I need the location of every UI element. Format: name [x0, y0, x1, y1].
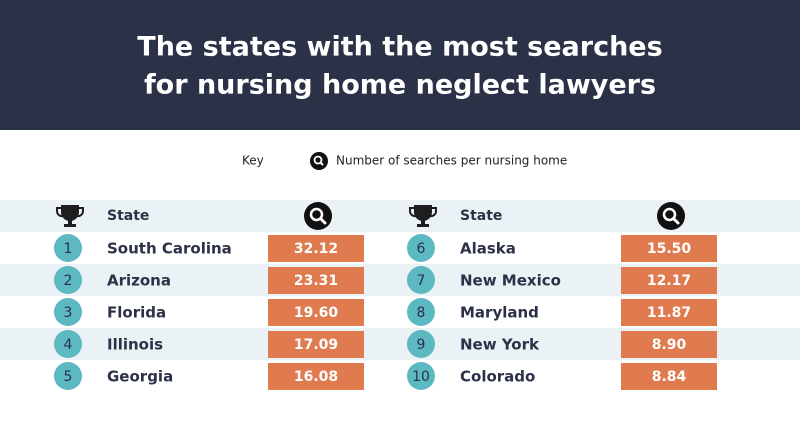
- trophy-icon: [56, 205, 84, 227]
- search-icon: [657, 202, 685, 230]
- search-value: 11.87: [647, 305, 691, 321]
- header-band: [0, 0, 800, 130]
- trophy-base: [64, 224, 76, 227]
- search-circle: [304, 202, 332, 230]
- value-box: [621, 363, 717, 390]
- key-icon: [310, 152, 328, 170]
- rank-badge: [54, 330, 82, 358]
- state-name: Alaska: [460, 240, 516, 258]
- value-box: [621, 235, 717, 262]
- trophy-base: [417, 224, 429, 227]
- state-name: South Carolina: [107, 240, 232, 258]
- trophy-icon: [409, 205, 437, 227]
- search-value: 16.08: [294, 369, 338, 385]
- search-value: 15.50: [647, 241, 692, 257]
- search-lens: [662, 207, 677, 222]
- trophy-stem: [68, 220, 72, 224]
- search-circle: [657, 202, 685, 230]
- rank: 3: [64, 305, 73, 321]
- state-name: Florida: [107, 304, 166, 322]
- rank: 6: [417, 241, 426, 257]
- search-value: 17.09: [294, 337, 338, 353]
- value-box: [268, 267, 364, 294]
- rank: 1: [64, 241, 73, 257]
- state-name: Maryland: [460, 304, 539, 322]
- trophy-cup: [61, 205, 79, 221]
- key-description: Number of searches per nursing home: [336, 154, 567, 168]
- state-name: Colorado: [460, 368, 535, 386]
- value-box: [268, 331, 364, 358]
- trophy-handles: [56, 207, 84, 218]
- state-name: New Mexico: [460, 272, 561, 290]
- search-value: 19.60: [294, 305, 339, 321]
- value-box: [621, 299, 717, 326]
- value-box: [621, 267, 717, 294]
- search-handle: [319, 217, 327, 225]
- rank: 4: [64, 337, 73, 353]
- rank-badge: [407, 362, 435, 390]
- search-value: 12.17: [647, 273, 691, 289]
- rank-badge: [54, 298, 82, 326]
- trophy-cup: [414, 205, 432, 221]
- search-value: 8.90: [652, 337, 687, 353]
- rank: 10: [412, 369, 430, 385]
- rank-badge: [54, 234, 82, 262]
- title-line: for nursing home neglect lawyers: [144, 70, 656, 101]
- search-lens: [309, 207, 324, 222]
- column-header: State: [460, 208, 502, 224]
- rank-badge: [407, 330, 435, 358]
- column-header: State: [107, 208, 149, 224]
- rank-badge: [407, 298, 435, 326]
- search-value: 23.31: [294, 273, 338, 289]
- key-label: Key: [242, 154, 264, 168]
- value-box: [268, 299, 364, 326]
- rank: 9: [417, 337, 426, 353]
- search-value: 8.84: [652, 369, 687, 385]
- search-value: 32.12: [294, 241, 338, 257]
- value-box: [621, 331, 717, 358]
- rank-badge: [407, 266, 435, 294]
- value-box: [268, 363, 364, 390]
- rank-badge: [54, 266, 82, 294]
- state-name: New York: [460, 336, 540, 354]
- state-name: Arizona: [107, 272, 171, 290]
- rank-badge: [54, 362, 82, 390]
- search-icon: [304, 202, 332, 230]
- title-line: The states with the most searches: [137, 32, 662, 63]
- rank: 8: [417, 305, 426, 321]
- rank-badge: [407, 234, 435, 262]
- trophy-handles: [409, 207, 437, 218]
- state-name: Georgia: [107, 368, 173, 386]
- rank: 5: [64, 369, 73, 385]
- rank: 7: [417, 273, 426, 289]
- rank: 2: [64, 273, 73, 289]
- state-name: Illinois: [107, 336, 163, 354]
- value-box: [268, 235, 364, 262]
- search-handle: [672, 217, 680, 225]
- trophy-stem: [421, 220, 425, 224]
